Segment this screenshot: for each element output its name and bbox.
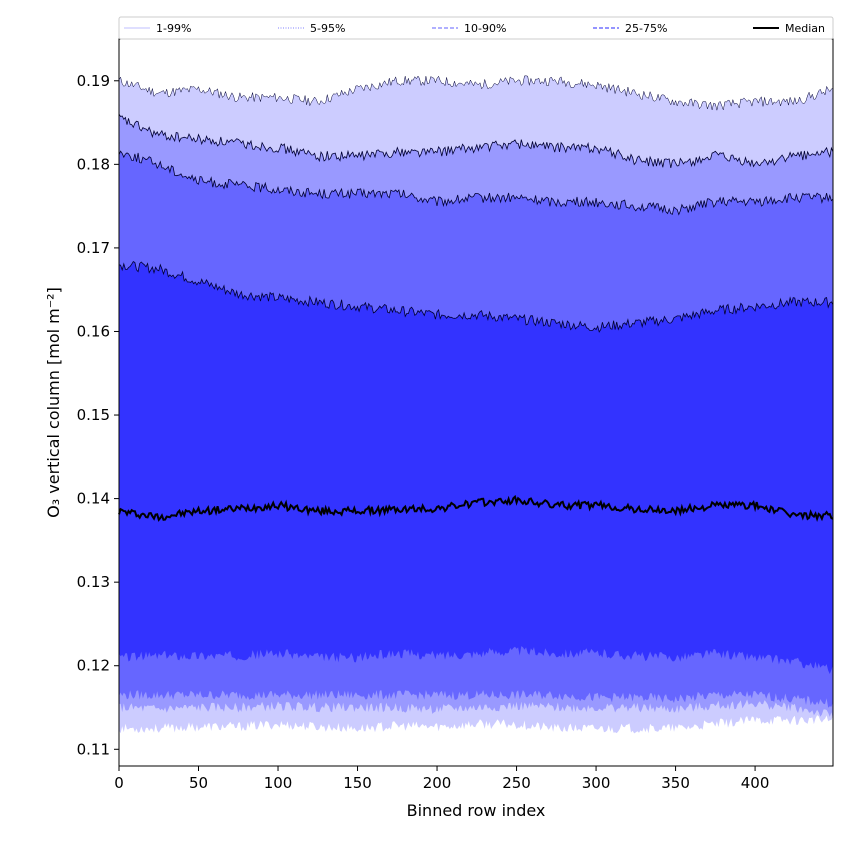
legend-label-Median: Median	[785, 22, 825, 35]
y-tick-label: 0.18	[77, 155, 110, 173]
legend-label-1-99%: 1-99%	[156, 22, 191, 35]
percentile-bands	[119, 75, 833, 734]
x-axis-title: Binned row index	[407, 801, 546, 820]
legend: 1-99% 5-95% 10-90% 25-75% Median	[118, 16, 834, 40]
band-5-95%-upper-edge	[118, 113, 834, 168]
legend-label-5-95%: 5-95%	[310, 22, 345, 35]
x-tick-label: 100	[264, 774, 293, 792]
legend-label-10-90%: 10-90%	[464, 22, 506, 35]
band-25-75%-area	[119, 261, 833, 674]
x-tick-label: 300	[582, 774, 611, 792]
y-tick-label: 0.19	[77, 72, 110, 90]
band-1-99%-upper-edge	[118, 75, 834, 111]
axes: 0 50 100 150 200 250 300 350 400 0.11 0.12 0.13 0.14…	[77, 38, 834, 792]
legend-label-25-75%: 25-75%	[625, 22, 667, 35]
y-tick-label: 0.14	[77, 490, 110, 508]
y-tick-label: 0.12	[77, 657, 110, 675]
y-tick-label: 0.16	[77, 322, 110, 340]
y-tick-label: 0.11	[77, 740, 110, 758]
band-25-75%-upper-edge	[118, 260, 834, 333]
y-tick-label: 0.17	[77, 239, 110, 257]
y-tick-label: 0.13	[77, 573, 110, 591]
x-tick-label: 250	[502, 774, 531, 792]
x-tick-label: 350	[661, 774, 690, 792]
x-tick-label: 150	[343, 774, 372, 792]
band-10-90%-upper-edge	[118, 150, 834, 216]
x-tick-label: 400	[741, 774, 770, 792]
x-tick-label: 0	[114, 774, 124, 792]
band-edge-lines	[118, 75, 834, 523]
y-tick-label: 0.15	[77, 406, 110, 424]
y-axis-title: O₃ vertical column [mol m⁻²]	[44, 287, 63, 518]
legend-box	[118, 16, 834, 40]
x-tick-label: 200	[423, 774, 452, 792]
x-tick-label: 50	[189, 774, 208, 792]
series-median-line	[118, 494, 834, 523]
